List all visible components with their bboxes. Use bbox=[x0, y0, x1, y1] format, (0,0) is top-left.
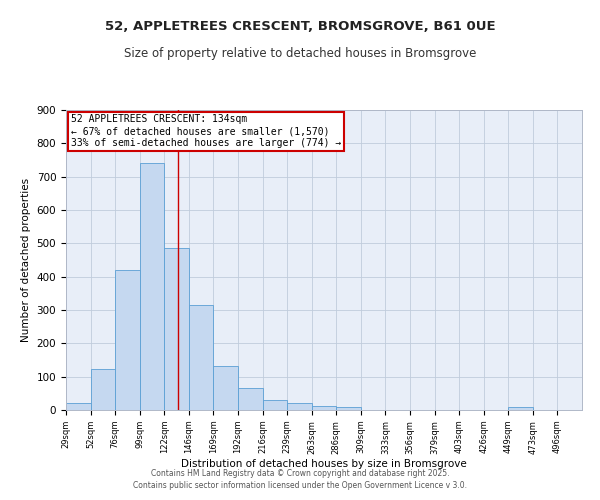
Bar bbox=[189, 305, 214, 410]
Text: Contains public sector information licensed under the Open Government Licence v : Contains public sector information licen… bbox=[133, 481, 467, 490]
Y-axis label: Number of detached properties: Number of detached properties bbox=[21, 178, 31, 342]
Text: Contains HM Land Registry data © Crown copyright and database right 2025.: Contains HM Land Registry data © Crown c… bbox=[151, 468, 449, 477]
Bar bbox=[508, 408, 533, 410]
Bar bbox=[115, 270, 140, 410]
Bar bbox=[238, 388, 263, 410]
Text: 52, APPLETREES CRESCENT, BROMSGROVE, B61 0UE: 52, APPLETREES CRESCENT, BROMSGROVE, B61… bbox=[104, 20, 496, 33]
Bar bbox=[91, 370, 115, 410]
Bar bbox=[312, 406, 336, 410]
Bar bbox=[287, 402, 312, 410]
Bar bbox=[140, 164, 164, 410]
Bar bbox=[66, 402, 91, 410]
Bar bbox=[263, 400, 287, 410]
Bar bbox=[336, 408, 361, 410]
Text: Size of property relative to detached houses in Bromsgrove: Size of property relative to detached ho… bbox=[124, 48, 476, 60]
Bar bbox=[214, 366, 238, 410]
X-axis label: Distribution of detached houses by size in Bromsgrove: Distribution of detached houses by size … bbox=[181, 460, 467, 469]
Bar bbox=[164, 248, 189, 410]
Text: 52 APPLETREES CRESCENT: 134sqm
← 67% of detached houses are smaller (1,570)
33% : 52 APPLETREES CRESCENT: 134sqm ← 67% of … bbox=[71, 114, 341, 148]
